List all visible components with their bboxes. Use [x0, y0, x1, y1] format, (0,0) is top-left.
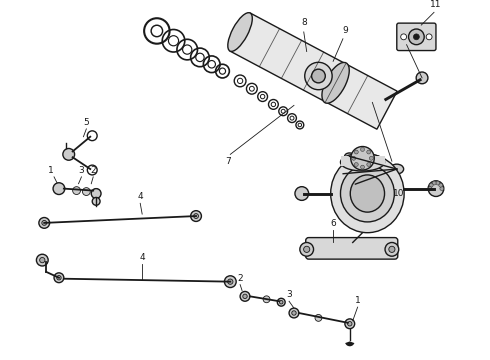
Circle shape [228, 279, 233, 284]
Text: 1: 1 [48, 166, 54, 175]
Circle shape [428, 187, 432, 190]
Circle shape [428, 181, 444, 197]
Ellipse shape [341, 153, 385, 171]
Circle shape [82, 188, 90, 195]
Circle shape [295, 187, 309, 201]
Ellipse shape [331, 154, 404, 233]
Circle shape [345, 319, 355, 329]
Text: 4: 4 [139, 253, 145, 262]
Circle shape [305, 62, 332, 90]
Text: 9: 9 [342, 26, 348, 35]
Circle shape [73, 187, 80, 194]
Circle shape [389, 246, 395, 252]
Circle shape [414, 34, 419, 40]
Polygon shape [230, 13, 397, 129]
Circle shape [401, 34, 407, 40]
Circle shape [354, 163, 358, 166]
Circle shape [385, 243, 399, 256]
Circle shape [369, 156, 373, 160]
Text: 6: 6 [330, 219, 336, 228]
Circle shape [92, 197, 100, 205]
Circle shape [351, 147, 374, 170]
Circle shape [352, 156, 356, 160]
Circle shape [263, 296, 270, 303]
Circle shape [426, 34, 432, 40]
Bar [341, 156, 385, 166]
Text: 3: 3 [78, 166, 84, 175]
Text: 4: 4 [137, 192, 143, 201]
Circle shape [300, 243, 314, 256]
Ellipse shape [228, 13, 252, 51]
Circle shape [409, 29, 424, 45]
Circle shape [63, 148, 74, 160]
Circle shape [194, 213, 198, 219]
Circle shape [224, 276, 236, 288]
Circle shape [42, 220, 47, 225]
Ellipse shape [390, 164, 404, 174]
Circle shape [367, 150, 371, 154]
Circle shape [292, 311, 296, 315]
FancyBboxPatch shape [397, 23, 436, 50]
Circle shape [36, 254, 48, 266]
Circle shape [440, 187, 444, 190]
Text: 10: 10 [393, 189, 405, 198]
Circle shape [191, 211, 201, 221]
Circle shape [361, 165, 365, 169]
Text: 1: 1 [355, 296, 361, 305]
Ellipse shape [344, 153, 354, 160]
Ellipse shape [350, 181, 360, 188]
Circle shape [304, 246, 310, 252]
Circle shape [315, 315, 322, 321]
Circle shape [436, 181, 440, 185]
Circle shape [361, 148, 365, 152]
Circle shape [347, 321, 352, 326]
FancyBboxPatch shape [306, 238, 398, 259]
Circle shape [416, 72, 428, 84]
Circle shape [57, 275, 61, 280]
Circle shape [40, 257, 45, 263]
Circle shape [243, 294, 247, 298]
Circle shape [439, 183, 442, 187]
Circle shape [367, 163, 371, 166]
Circle shape [54, 273, 64, 283]
Text: 3: 3 [286, 290, 292, 299]
Circle shape [92, 189, 100, 197]
Circle shape [279, 301, 283, 304]
Circle shape [277, 298, 285, 306]
Text: 8: 8 [301, 18, 307, 27]
Circle shape [240, 292, 250, 301]
Wedge shape [345, 341, 354, 346]
Circle shape [39, 217, 49, 228]
Circle shape [432, 181, 436, 185]
Ellipse shape [341, 165, 394, 222]
Ellipse shape [322, 62, 349, 103]
Circle shape [289, 308, 299, 318]
Ellipse shape [338, 170, 348, 177]
Text: 11: 11 [430, 0, 441, 9]
Circle shape [53, 183, 65, 194]
Circle shape [91, 189, 101, 198]
Ellipse shape [350, 175, 385, 212]
Circle shape [429, 183, 433, 187]
Text: 2: 2 [90, 166, 96, 175]
Text: 2: 2 [237, 274, 243, 283]
Text: 7: 7 [225, 157, 231, 166]
Circle shape [354, 150, 358, 154]
Circle shape [312, 69, 325, 83]
Text: 5: 5 [83, 118, 89, 127]
